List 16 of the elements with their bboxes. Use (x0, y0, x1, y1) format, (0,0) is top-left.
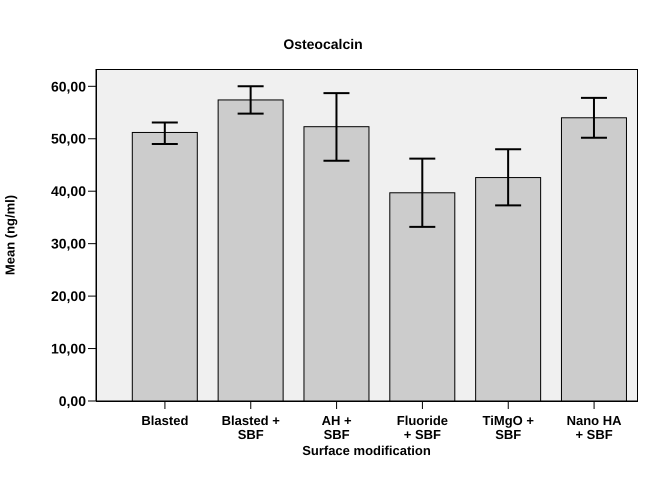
y-tick-label: 30,00 (50, 236, 86, 252)
x-tick-label: Blasted (141, 413, 188, 428)
x-tick-label: AH + SBF (322, 413, 352, 442)
x-tick-label: Nano HA + SBF (566, 413, 622, 442)
y-tick-label: 10,00 (50, 340, 86, 357)
y-axis-title: Mean (ng/ml) (2, 194, 18, 276)
y-tick-label: 40,00 (50, 183, 86, 200)
x-tick-label: Fluoride + SBF (396, 413, 448, 442)
x-tick-label: Blasted + SBF (222, 413, 280, 442)
y-tick-label: 20,00 (50, 288, 86, 304)
y-tick-label: 60,00 (50, 78, 86, 94)
chart-title: Osteocalcin (282, 36, 364, 52)
y-tick-label: 0,00 (58, 392, 86, 409)
y-tick-label: 50,00 (50, 130, 86, 147)
x-axis-title: Surface modification (302, 443, 431, 458)
x-tick-label: TiMgO + SBF (482, 413, 534, 442)
